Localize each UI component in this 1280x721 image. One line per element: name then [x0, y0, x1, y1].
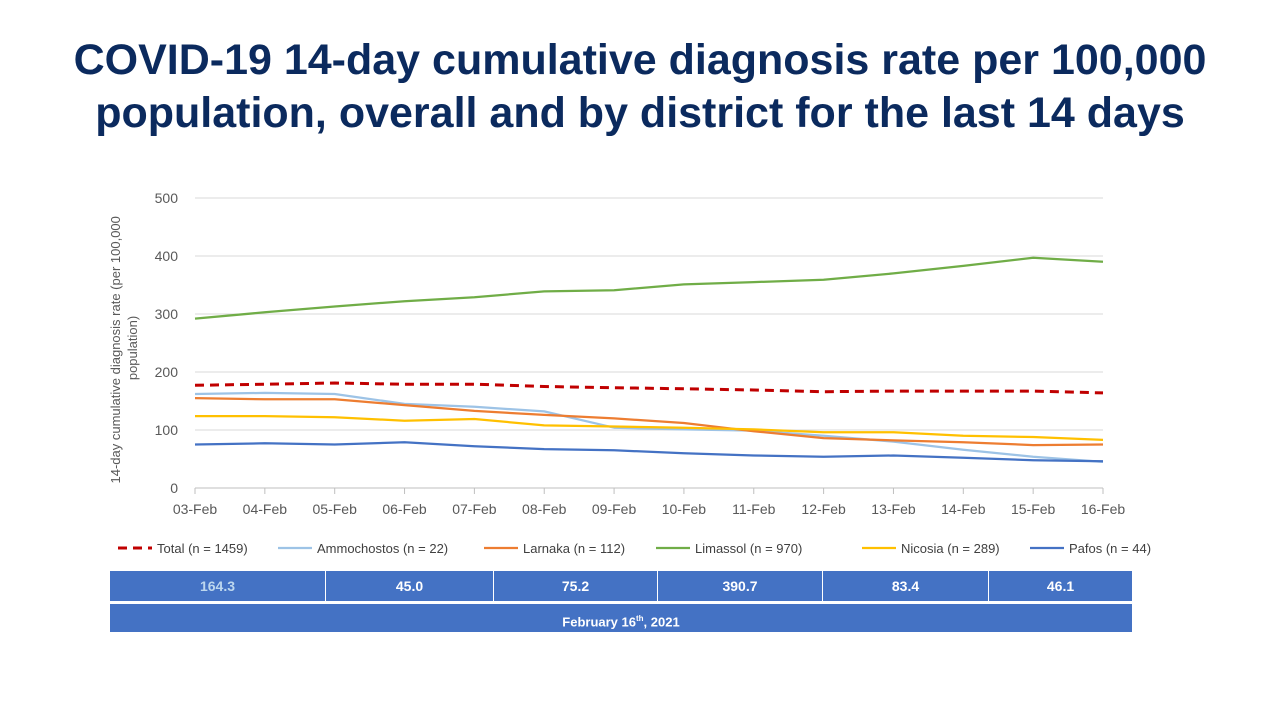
legend-label-3: Limassol (n = 970)	[695, 541, 802, 556]
legend-label-0: Total (n = 1459)	[157, 541, 248, 556]
x-tick-label: 07-Feb	[452, 501, 497, 517]
series-line-5	[194, 441, 1104, 463]
legend-label-5: Pafos (n = 44)	[1069, 541, 1151, 556]
y-tick-label: 500	[155, 190, 179, 206]
series-line-1	[194, 391, 1104, 464]
slide-title: COVID-19 14-day cumulative diagnosis rat…	[0, 34, 1280, 140]
gridlines	[195, 197, 1103, 489]
legend: Total (n = 1459) Ammochostos (n = 22) Larn…	[118, 541, 1151, 556]
slide-title-line-2: population, overall and by district for …	[95, 89, 1185, 137]
legend-label-1: Ammochostos (n = 22)	[317, 541, 448, 556]
legend-label-4: Nicosia (n = 289)	[901, 541, 1000, 556]
y-axis-title: 14-day cumulative diagnosis rate (per 10…	[108, 212, 140, 483]
legend-label-2: Larnaka (n = 112)	[523, 541, 625, 556]
x-tick-label: 16-Feb	[1081, 501, 1126, 517]
y-tick-label: 100	[155, 422, 179, 438]
x-tick-label: 05-Feb	[313, 501, 358, 517]
y-tick-label: 300	[155, 306, 179, 322]
y-tick-label: 400	[155, 248, 179, 264]
summary-value-limassol: 390.7	[658, 571, 823, 601]
x-tick-label: 04-Feb	[243, 501, 288, 517]
series-line-4	[195, 414, 1104, 442]
x-tick-label: 10-Feb	[662, 501, 707, 517]
summary-date-row: February 16th, 2021	[110, 604, 1132, 632]
x-tick-label: 15-Feb	[1011, 501, 1056, 517]
x-tick-label: 06-Feb	[382, 501, 427, 517]
summary-date-suffix: th	[635, 614, 644, 623]
series-lines	[194, 256, 1104, 464]
summary-date-main: February 16	[562, 614, 636, 630]
summary-value-total: 164.3	[110, 571, 326, 601]
y-axis-title-line-2: population)	[125, 316, 140, 380]
x-tick-label: 13-Feb	[871, 501, 916, 517]
x-tick-label: 03-Feb	[173, 501, 218, 517]
series-line-2	[194, 396, 1104, 447]
y-tick-label: 0	[170, 480, 178, 496]
summary-value-pafos: 46.1	[1046, 578, 1075, 594]
summary-date-year: , 2021	[643, 614, 680, 630]
x-tick-label: 09-Feb	[592, 501, 637, 517]
x-tick-label: 14-Feb	[941, 501, 986, 517]
slide-title-line-1: COVID-19 14-day cumulative diagnosis rat…	[73, 36, 1207, 84]
summary-value-ammochostos: 45.0	[326, 571, 494, 601]
y-axis-ticks: 0 100 200 300 400 500	[155, 190, 179, 496]
summary-value-nicosia: 83.4	[823, 571, 989, 601]
summary-value-larnaka: 75.2	[494, 571, 658, 601]
series-line-3	[194, 256, 1104, 320]
summary-values-row: 164.3 45.0 75.2 390.7 83.4 46.1	[110, 571, 1132, 601]
x-axis-ticks: 03-Feb 04-Feb 05-Feb 06-Feb 07-Feb 08-Feb 09-F…	[173, 488, 1126, 517]
series-line-0	[194, 381, 1104, 395]
x-tick-label: 11-Feb	[732, 501, 776, 517]
y-tick-label: 200	[155, 364, 179, 380]
y-axis-title-line-1: 14-day cumulative diagnosis rate (per 10…	[108, 216, 123, 483]
x-tick-label: 08-Feb	[522, 501, 567, 517]
x-tick-label: 12-Feb	[801, 501, 846, 517]
